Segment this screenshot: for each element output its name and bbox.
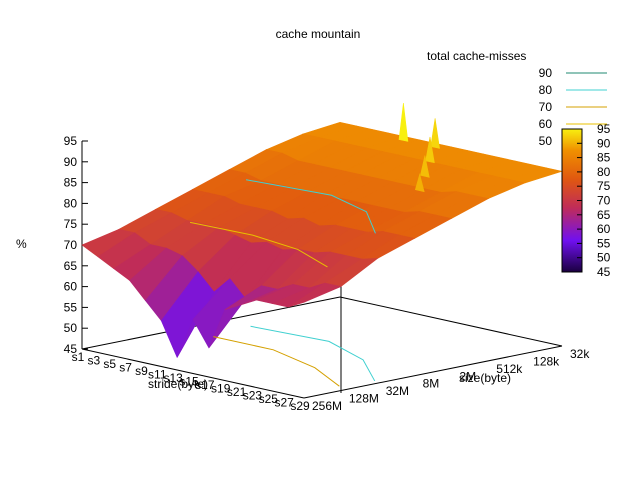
colorbar-tick-label: 90: [597, 136, 611, 150]
legend-label: 60: [539, 117, 553, 131]
legend-title: total cache-misses: [427, 49, 526, 63]
size-tick-label: 128M: [349, 392, 379, 406]
colorbar-tick-label: 65: [597, 208, 611, 222]
surface-spike: [420, 155, 430, 178]
stride-tick-label: s1: [72, 350, 85, 364]
base-contours: [213, 325, 376, 387]
stride-tick-label: s21: [227, 385, 247, 399]
colorbar-tick-label: 55: [597, 236, 611, 250]
size-tick-label: 256M: [312, 399, 342, 413]
colorbar-tick-label: 60: [597, 222, 611, 236]
size-tick-label: 128k: [533, 354, 560, 368]
z-tick-label: 45: [64, 342, 78, 356]
legend-label: 80: [539, 83, 553, 97]
size-tick-label: 2M: [459, 369, 476, 383]
chart-title: cache mountain: [276, 27, 361, 41]
colorbar-tick-label: 85: [597, 151, 611, 165]
base-contour-80: [250, 325, 376, 382]
z-axis-label: %: [16, 237, 27, 251]
size-tick-label: 32M: [386, 384, 409, 398]
surface-patch: [287, 282, 342, 308]
z-tick-label: 70: [64, 238, 78, 252]
size-tick-label: 8M: [423, 377, 440, 391]
legend-label: 70: [539, 100, 553, 114]
z-tick-label: 80: [64, 196, 78, 210]
stride-tick-label: s25: [259, 392, 279, 406]
stride-tick-label: s29: [290, 399, 310, 413]
z-tick-label: 65: [64, 259, 78, 273]
z-tick-label: 55: [64, 300, 78, 314]
colorbar-tick-label: 75: [597, 179, 611, 193]
surface-spike: [414, 172, 425, 193]
z-tick-label: 50: [64, 321, 78, 335]
size-tick-label: 512k: [496, 362, 523, 376]
surface-contour-70: [189, 221, 328, 268]
stride-tick-label: s17: [195, 378, 215, 392]
surface-spike: [398, 102, 409, 142]
size-tick-label: 32k: [570, 347, 590, 361]
x-axis-label: stride(byte): [148, 377, 208, 391]
stride-tick-label: s7: [119, 361, 132, 375]
z-tick-label: 90: [64, 155, 78, 169]
stride-tick-label: s15: [179, 375, 199, 389]
surface-spike: [425, 136, 435, 164]
y-axis-label: size(byte): [459, 371, 511, 385]
colorbar-tick-label: 45: [597, 265, 611, 279]
stride-tick-label: s23: [243, 389, 263, 403]
colorbar-tick-label: 50: [597, 251, 611, 265]
surface: [81, 102, 564, 359]
surface-contour-80: [246, 179, 376, 234]
stride-tick-label: s13: [163, 371, 183, 385]
size-axis-line: [303, 345, 563, 399]
legend-label: 90: [539, 66, 553, 80]
legend-label: 50: [539, 134, 553, 148]
colorbar-tick-label: 80: [597, 165, 611, 179]
stride-tick-label: s3: [88, 354, 101, 368]
z-tick-label: 95: [64, 134, 78, 148]
colorbar-tick-label: 70: [597, 194, 611, 208]
z-tick-label: 75: [64, 217, 78, 231]
stride-tick-label: s5: [103, 357, 116, 371]
stride-tick-label: s9: [135, 364, 148, 378]
colorbar-tick-label: 95: [597, 122, 611, 136]
legend: total cache-misses 90 80 70 60 50: [427, 49, 607, 148]
stride-tick-label: s27: [274, 396, 294, 410]
base-contour-70: [213, 336, 340, 387]
z-tick-label: 85: [64, 176, 78, 190]
base-far-edge: [339, 296, 563, 347]
stride-tick-label: s11: [148, 368, 167, 382]
stride-tick-label: s19: [211, 382, 231, 396]
surface-spike: [430, 118, 440, 149]
z-tick-label: 60: [64, 280, 78, 294]
stride-axis-line: [81, 348, 305, 399]
